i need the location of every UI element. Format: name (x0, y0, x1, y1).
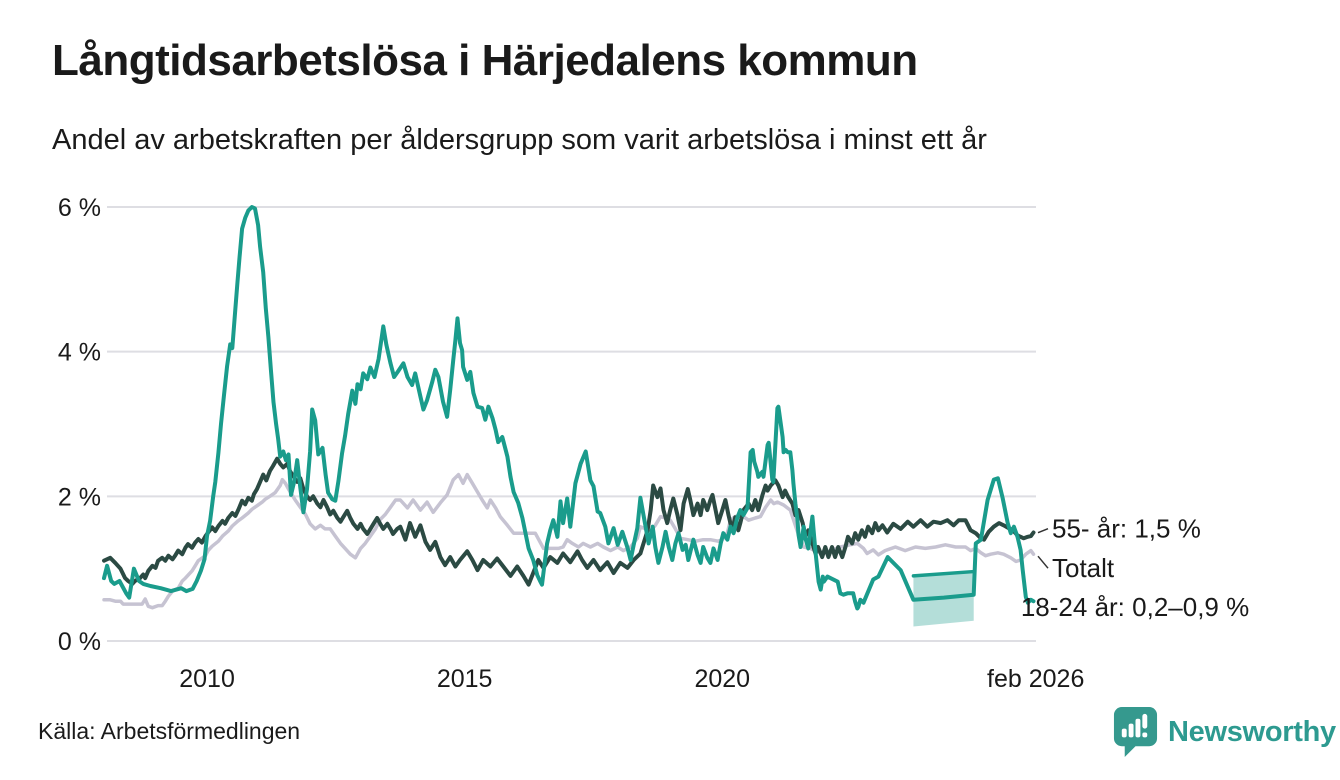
page-title: Långtidsarbetslösa i Härjedalens kommun (52, 36, 918, 85)
annotation-leader-line (1037, 527, 1049, 534)
x-axis-tick-label: 2020 (694, 665, 750, 693)
annotation-leader-line (1037, 555, 1049, 569)
y-axis-tick-label: 2 % (58, 483, 101, 511)
series-line-55-år (102, 456, 1036, 587)
confidence-band-top-edge (911, 569, 976, 578)
series-line-18-24-år (102, 205, 1036, 611)
y-axis-tick-label: 0 % (58, 628, 101, 656)
y-axis-tick-label: 6 % (58, 194, 101, 222)
newsworthy-logo-icon (1113, 707, 1158, 757)
newsworthy-logo-text: Newsworthy (1168, 715, 1336, 748)
source-label: Källa: Arbetsförmedlingen (38, 718, 301, 744)
series-value-annotation: 18-24 år: 0,2–0,9 % (1021, 592, 1249, 622)
series-value-annotation: Totalt (1052, 553, 1115, 583)
series-line-totalt (102, 472, 1036, 610)
y-axis-tick-label: 4 % (58, 339, 101, 367)
x-axis-tick-label: 2010 (179, 665, 235, 693)
series-value-annotation: 55- år: 1,5 % (1052, 514, 1201, 544)
newsworthy-logo: Newsworthy (1112, 706, 1336, 758)
x-axis-tick-label: 2015 (437, 665, 493, 693)
page-subtitle: Andel av arbetskraften per åldersgrupp s… (52, 124, 987, 156)
x-axis-tick-label: feb 2026 (987, 665, 1084, 693)
